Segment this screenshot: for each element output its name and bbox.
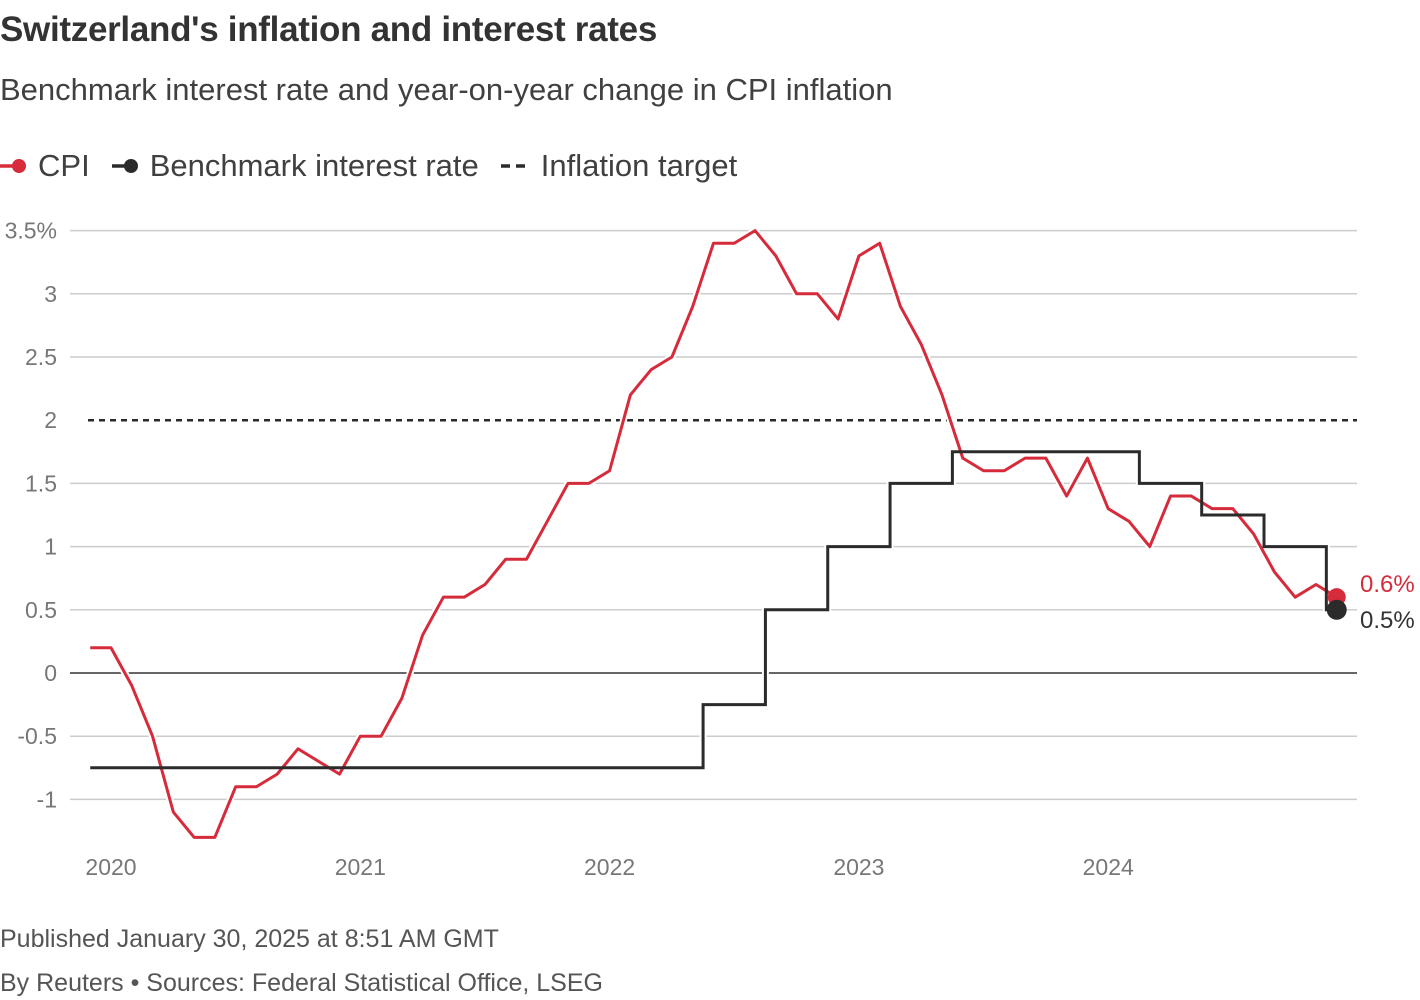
legend: CPI Benchmark interest rate Inflation ta… <box>0 148 759 184</box>
x-tick-label: 2024 <box>1083 854 1134 880</box>
x-tick-label: 2023 <box>833 854 884 880</box>
y-tick-label: -0.5 <box>17 723 57 749</box>
cpi-line <box>90 229 1338 839</box>
chart-subtitle: Benchmark interest rate and year-on-year… <box>0 72 893 107</box>
rate-end-dot <box>1326 599 1347 620</box>
y-tick-label: 2 <box>44 407 57 433</box>
y-tick-label: 0 <box>44 660 57 686</box>
y-tick-label: 0.5 <box>25 597 57 623</box>
y-tick-label: 3 <box>44 281 57 307</box>
legend-swatch-rate <box>111 159 138 173</box>
chart-title: Switzerland's inflation and interest rat… <box>0 10 657 49</box>
legend-item-rate: Benchmark interest rate <box>111 148 479 184</box>
y-tick-label: 1 <box>44 534 57 560</box>
y-tick-label: 2.5 <box>25 344 57 370</box>
legend-item-cpi: CPI <box>0 148 90 184</box>
cpi-line-halo <box>90 227 1339 841</box>
rate-line <box>90 450 1337 770</box>
published-date: Published January 30, 2025 at 8:51 AM GM… <box>0 925 499 953</box>
cpi-end-label: 0.6% <box>1360 571 1415 598</box>
legend-label: Inflation target <box>540 148 738 183</box>
y-tick-label: 1.5 <box>25 470 57 496</box>
y-tick-label: 3.5% <box>5 218 57 244</box>
rate-end-label: 0.5% <box>1360 607 1415 634</box>
byline: By Reuters • Sources: Federal Statistica… <box>0 969 603 997</box>
x-tick-label: 2021 <box>335 854 386 880</box>
y-tick-label: -1 <box>37 786 57 812</box>
legend-swatch-cpi <box>0 159 26 173</box>
legend-label: Benchmark interest rate <box>149 148 479 183</box>
x-tick-label: 2020 <box>85 854 136 880</box>
legend-swatch-target <box>500 164 531 168</box>
legend-label: CPI <box>38 148 90 183</box>
legend-item-target: Inflation target <box>500 148 738 184</box>
x-tick-label: 2022 <box>584 854 635 880</box>
